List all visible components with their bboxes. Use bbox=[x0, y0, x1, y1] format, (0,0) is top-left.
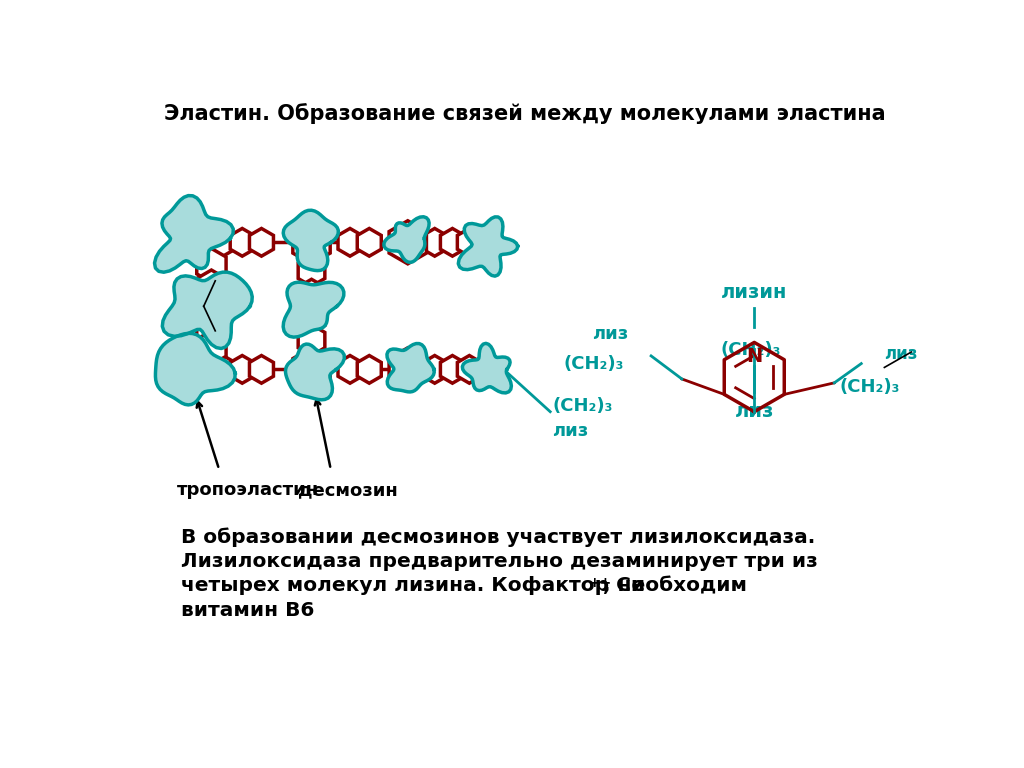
Text: В образовании десмозинов участвует лизилоксидаза.: В образовании десмозинов участвует лизил… bbox=[180, 527, 815, 547]
Polygon shape bbox=[284, 283, 344, 337]
Polygon shape bbox=[293, 348, 330, 391]
Polygon shape bbox=[230, 356, 254, 383]
Polygon shape bbox=[357, 356, 381, 383]
Polygon shape bbox=[440, 228, 465, 257]
Polygon shape bbox=[250, 228, 273, 257]
Text: тропоэластин: тропоэластин bbox=[177, 481, 318, 499]
Polygon shape bbox=[197, 270, 226, 304]
Polygon shape bbox=[298, 256, 325, 286]
Text: десмозин: десмозин bbox=[298, 481, 398, 499]
Polygon shape bbox=[384, 217, 429, 263]
Polygon shape bbox=[459, 217, 518, 276]
Polygon shape bbox=[389, 348, 426, 391]
Polygon shape bbox=[156, 333, 236, 405]
Polygon shape bbox=[298, 280, 325, 310]
Text: лиз: лиз bbox=[592, 326, 628, 343]
Polygon shape bbox=[423, 356, 446, 383]
Text: (CH₂)₃: (CH₂)₃ bbox=[553, 397, 613, 415]
Polygon shape bbox=[286, 344, 344, 400]
Polygon shape bbox=[211, 228, 234, 257]
Polygon shape bbox=[458, 228, 481, 257]
Polygon shape bbox=[440, 356, 465, 383]
Polygon shape bbox=[389, 220, 426, 264]
Text: четырех молекул лизина. Кофактор Си: четырех молекул лизина. Кофактор Си bbox=[180, 577, 645, 595]
Text: (CH₂)₃: (CH₂)₃ bbox=[840, 378, 900, 396]
Text: лиз: лиз bbox=[553, 422, 589, 440]
Polygon shape bbox=[298, 325, 325, 356]
Polygon shape bbox=[298, 303, 325, 333]
Text: лизин: лизин bbox=[721, 283, 787, 302]
Text: Лизилоксидаза предварительно дезаминирует три из: Лизилоксидаза предварительно дезаминируе… bbox=[180, 552, 817, 571]
Polygon shape bbox=[230, 228, 254, 257]
Polygon shape bbox=[197, 316, 226, 349]
Polygon shape bbox=[387, 343, 434, 392]
Polygon shape bbox=[458, 356, 481, 383]
Polygon shape bbox=[338, 356, 362, 383]
Polygon shape bbox=[338, 228, 362, 257]
Polygon shape bbox=[211, 356, 234, 383]
Text: (CH₂)₃: (CH₂)₃ bbox=[720, 341, 780, 359]
Text: ++: ++ bbox=[589, 577, 612, 591]
Text: лиз: лиз bbox=[734, 402, 774, 422]
Polygon shape bbox=[163, 272, 252, 349]
Polygon shape bbox=[197, 293, 226, 327]
Polygon shape bbox=[197, 331, 226, 365]
Polygon shape bbox=[155, 196, 233, 272]
Text: N: N bbox=[746, 347, 763, 366]
Text: (CH₂)₃: (CH₂)₃ bbox=[564, 355, 625, 372]
Polygon shape bbox=[284, 210, 338, 270]
Text: Эластин. Образование связей между молекулами эластина: Эластин. Образование связей между молеку… bbox=[164, 103, 886, 124]
Text: лиз: лиз bbox=[885, 346, 918, 363]
Polygon shape bbox=[250, 356, 273, 383]
Polygon shape bbox=[463, 343, 511, 393]
Polygon shape bbox=[197, 249, 226, 283]
Polygon shape bbox=[293, 220, 330, 264]
Polygon shape bbox=[423, 228, 446, 257]
Text: , необходим: , необходим bbox=[602, 577, 746, 595]
Text: витамин В6: витамин В6 bbox=[180, 601, 314, 620]
Polygon shape bbox=[357, 228, 381, 257]
